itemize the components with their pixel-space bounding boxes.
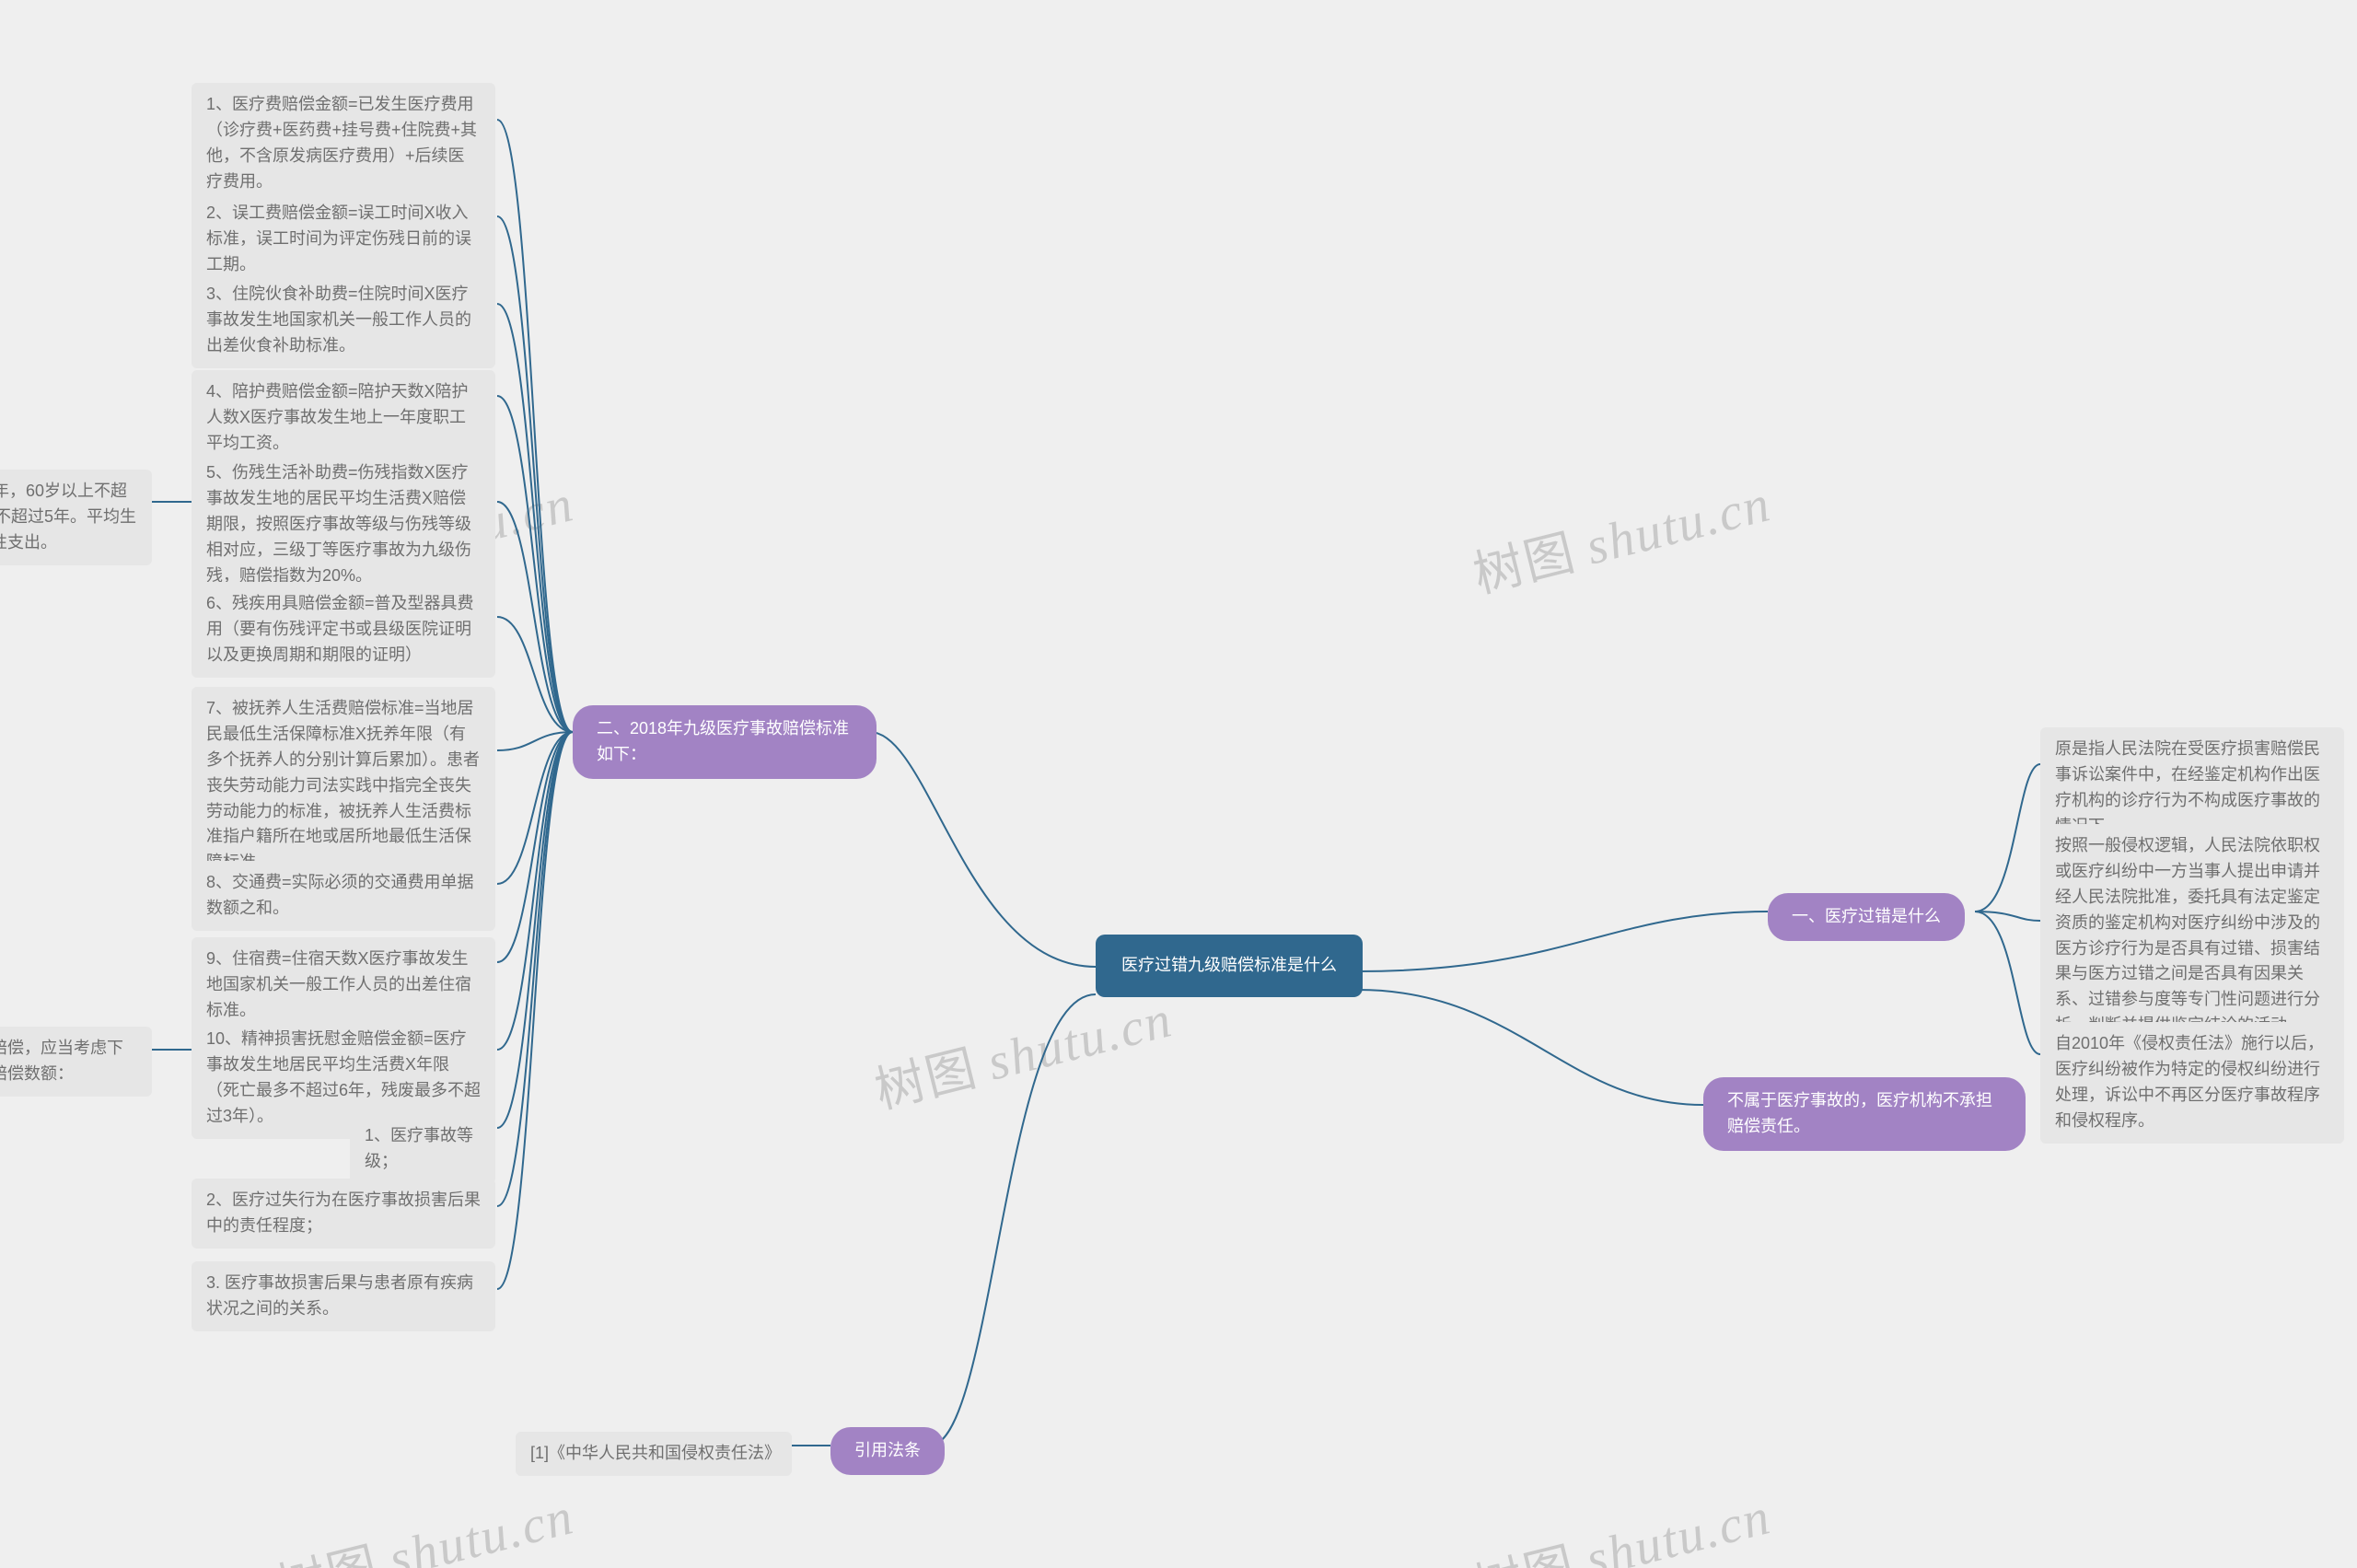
section-1-label: 一、医疗过错是什么 xyxy=(1792,907,1941,925)
sec2-leaf-7[interactable]: 7、被抚养人生活费赔偿标准=当地居民最低生活保障标准X抚养年限（有多个抚养人的分… xyxy=(192,687,495,885)
section-1[interactable]: 一、医疗过错是什么 xyxy=(1768,893,1965,941)
factor-3[interactable]: 3. 医疗事故损害后果与患者原有疾病状况之间的关系。 xyxy=(192,1261,495,1331)
section-no-liability[interactable]: 不属于医疗事故的，医疗机构不承担赔偿责任。 xyxy=(1703,1077,2026,1151)
factor-1[interactable]: 1、医疗事故等级； xyxy=(350,1114,495,1184)
section-2[interactable]: 二、2018年九级医疗事故赔偿标准如下： xyxy=(573,705,877,779)
section-2-label: 二、2018年九级医疗事故赔偿标准如下： xyxy=(597,719,849,763)
sec2-leaf-5[interactable]: 5、伤残生活补助费=伤残指数X医疗事故发生地的居民平均生活费X赔偿期限，按照医疗… xyxy=(192,451,495,598)
center-text: 医疗过错九级赔偿标准是什么 xyxy=(1121,953,1337,979)
section-cite-label: 引用法条 xyxy=(854,1441,921,1459)
no-liability-label: 不属于医疗事故的，医疗机构不承担赔偿责任。 xyxy=(1727,1091,1992,1135)
factor-2[interactable]: 2、医疗过失行为在医疗事故损害后果中的责任程度； xyxy=(192,1179,495,1249)
sec2-leaf-5-side[interactable]: 赔偿年限不超过30年，60岁以上不超过15年，70岁以上不超过5年。平均生活费是… xyxy=(0,470,152,565)
sec1-leaf-1[interactable]: 按照一般侵权逻辑，人民法院依职权或医疗纠纷中一方当事人提出申请并经人民法院批准，… xyxy=(2040,824,2344,1048)
sec2-leaf-8[interactable]: 8、交通费=实际必须的交通费用单据数额之和。 xyxy=(192,861,495,931)
sec2-leaf-3[interactable]: 3、住院伙食补助费=住院时间X医疗事故发生地国家机关一般工作人员的出差伙食补助标… xyxy=(192,273,495,368)
sec2-factors-header[interactable]: 三、医疗过错九级赔偿，应当考虑下列因素，确定具体赔偿数额： xyxy=(0,1027,152,1097)
sec1-leaf-2[interactable]: 自2010年《侵权责任法》施行以后，医疗纠纷被作为特定的侵权纠纷进行处理，诉讼中… xyxy=(2040,1022,2344,1144)
center-topic[interactable]: 医疗过错九级赔偿标准是什么 xyxy=(1096,935,1363,997)
sec2-leaf-6[interactable]: 6、残疾用具赔偿金额=普及型器具费用（要有伤残评定书或县级医院证明以及更换周期和… xyxy=(192,582,495,678)
section-cite[interactable]: 引用法条 xyxy=(830,1427,945,1475)
cite-leaf[interactable]: [1]《中华人民共和国侵权责任法》 xyxy=(516,1432,792,1476)
sec2-leaf-1[interactable]: 1、医疗费赔偿金额=已发生医疗费用（诊疗费+医药费+挂号费+住院费+其他，不含原… xyxy=(192,83,495,204)
